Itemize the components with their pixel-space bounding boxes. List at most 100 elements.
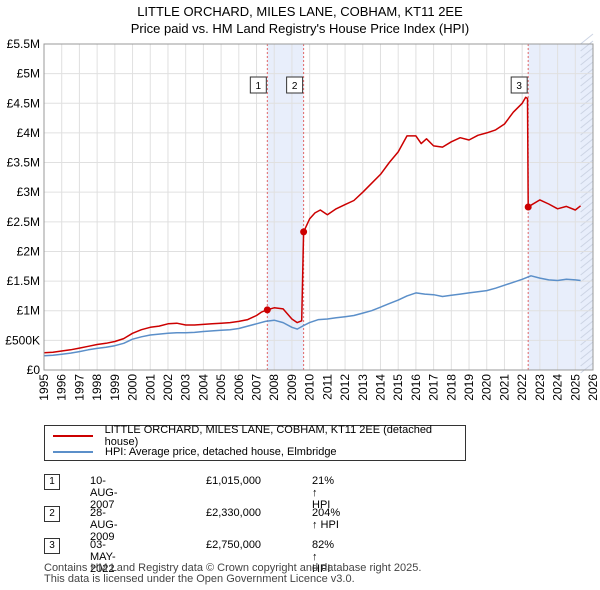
footer-licence: This data is licensed under the Open Gov… <box>44 573 355 585</box>
sale-price: £2,750,000 <box>206 539 262 551</box>
y-tick-label: £5M <box>17 67 40 81</box>
y-tick-label: £1M <box>17 304 40 318</box>
forecast-hatch-line <box>580 222 594 234</box>
legend: LITTLE ORCHARD, MILES LANE, COBHAM, KT11… <box>44 424 466 461</box>
legend-label-property: LITTLE ORCHARD, MILES LANE, COBHAM, KT11… <box>104 424 433 448</box>
x-tick-label: 2004 <box>196 374 210 401</box>
y-tick-label: £3.5M <box>7 156 40 170</box>
forecast-hatch-line <box>580 341 594 353</box>
forecast-hatch-line <box>580 285 594 297</box>
plot-background <box>44 44 593 370</box>
sale-period-shade <box>267 44 304 370</box>
x-tick-label: 2025 <box>568 374 582 401</box>
x-tick-label: 2007 <box>250 374 264 401</box>
forecast-hatch-line <box>580 82 594 94</box>
forecast-hatch-line <box>580 292 594 304</box>
forecast-hatch-line <box>580 40 594 52</box>
forecast-hatch-line <box>580 215 594 227</box>
x-tick-label: 2019 <box>462 374 476 401</box>
forecast-hatch-line <box>580 229 594 241</box>
forecast-hatch-line <box>580 131 594 143</box>
plot-frame <box>43 43 594 371</box>
sale-label-box <box>286 76 304 94</box>
x-tick-label: 2016 <box>409 374 423 401</box>
forecast-hatch-line <box>580 117 594 129</box>
sale-point <box>263 306 271 314</box>
forecast-hatch-line <box>580 299 594 311</box>
x-tick-label: 1999 <box>108 374 122 401</box>
sale-date: 28-AUG-2009 <box>90 507 118 543</box>
forecast-hatch-line <box>580 54 594 66</box>
sale-date: 03-MAY-2022 <box>90 539 116 575</box>
chart-subtitle: Price paid vs. HM Land Registry's House … <box>130 21 470 36</box>
hpi-line <box>43 275 581 357</box>
forecast-hatch-line <box>580 257 594 269</box>
forecast-hatch-line <box>580 362 594 374</box>
forecast-hatch-line <box>580 145 594 157</box>
forecast-hatch-line <box>580 243 594 255</box>
y-tick-label: £500K <box>5 333 40 347</box>
x-tick-label: 1995 <box>37 374 51 401</box>
forecast-hatch-line <box>580 47 594 59</box>
x-tick-label: 2022 <box>515 374 529 401</box>
x-tick-label: 2012 <box>338 374 352 401</box>
forecast-hatch-line <box>580 306 594 318</box>
y-tick-label: £1.5M <box>7 274 40 288</box>
forecast-hatch-line <box>580 208 594 220</box>
x-tick-label: 2017 <box>427 374 441 401</box>
y-tick-label: £3M <box>17 185 40 199</box>
sale-price: £1,015,000 <box>206 475 262 487</box>
price-chart: 1 2 3 £0 £500K £1M £1.5M £2M £2.5M £3M £3.5M £4M £4.… <box>5 33 600 401</box>
x-tick-label: 1998 <box>90 374 104 401</box>
legend-label-hpi: HPI: Average price, detached house, Elmb… <box>105 446 337 458</box>
x-tick-label: 2001 <box>143 374 157 401</box>
x-tick-label: 2023 <box>533 374 547 401</box>
forecast-hatch-line <box>580 75 594 87</box>
property-price-line <box>43 96 582 354</box>
x-tick-label: 2009 <box>285 374 299 401</box>
y-tick-label: £4.5M <box>7 96 40 110</box>
y-tick-label: £2.5M <box>7 215 40 229</box>
sale-hpi-change: 204% ↑ HPI <box>312 507 341 531</box>
x-tick-label: 2024 <box>551 374 565 401</box>
x-tick-label: 2018 <box>444 374 458 401</box>
forecast-hatch-line <box>580 348 594 360</box>
sale-marker: 2 <box>44 506 60 522</box>
sale-price: £2,330,000 <box>206 507 262 519</box>
forecast-hatch-line <box>580 110 594 122</box>
x-tick-label: 2002 <box>161 374 175 401</box>
forecast-hatch-line <box>580 250 594 262</box>
x-tick-label: 2006 <box>232 374 246 401</box>
x-tick-label: 2010 <box>303 374 317 401</box>
y-tick-label: £5.5M <box>7 37 40 51</box>
x-tick-label: 2005 <box>214 374 228 401</box>
legend-swatch-hpi <box>53 451 93 453</box>
forecast-hatch-line <box>580 96 594 108</box>
sale-point <box>524 203 532 211</box>
sale-label: 3 <box>516 81 522 92</box>
x-tick-label: 2020 <box>480 374 494 401</box>
sale-label-box <box>249 76 267 94</box>
forecast-hatch-line <box>580 152 594 164</box>
forecast-hatch-line <box>580 201 594 213</box>
forecast-hatch-line <box>580 271 594 283</box>
forecast-hatch-line <box>580 236 594 248</box>
x-tick-label: 2021 <box>497 374 511 401</box>
sale-point <box>300 228 308 236</box>
y-tick-label: £2M <box>17 244 40 258</box>
forecast-hatch-line <box>580 159 594 171</box>
x-tick-label: 2014 <box>373 374 387 401</box>
forecast-hatch-line <box>580 61 594 73</box>
x-tick-label: 1996 <box>55 374 69 401</box>
sale-label: 1 <box>256 81 262 92</box>
x-tick-label: 2026 <box>586 374 600 401</box>
sale-marker: 3 <box>44 538 60 554</box>
forecast-hatch-line <box>580 264 594 276</box>
chart-title: LITTLE ORCHARD, MILES LANE, COBHAM, KT11… <box>137 4 463 19</box>
sale-hpi-change: 82% ↑ HPI <box>312 539 335 575</box>
sale-label: 2 <box>292 81 298 92</box>
forecast-hatch-line <box>580 194 594 206</box>
forecast-hatch-line <box>580 180 594 192</box>
x-tick-label: 2003 <box>179 374 193 401</box>
sale-hpi-change: 21% ↑ HPI <box>312 475 335 511</box>
